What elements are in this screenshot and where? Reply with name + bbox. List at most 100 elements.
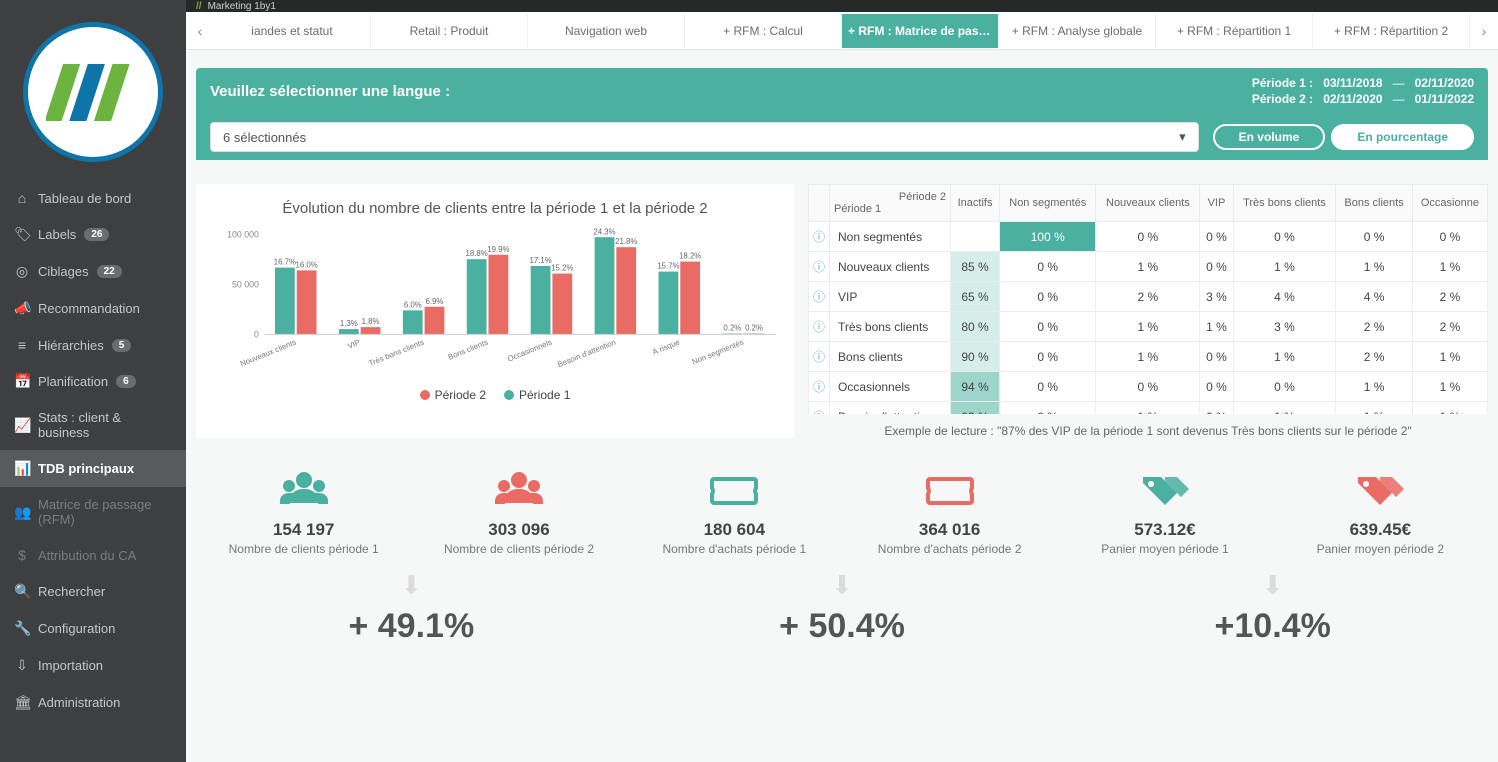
nav-label: Planification [38,374,108,389]
kpi-value: 154 197 [200,520,407,540]
svg-text:18.2%: 18.2% [679,252,701,261]
nav-label: Importation [38,658,103,673]
nav-icon: $ [14,547,30,563]
tab-6[interactable]: + RFM : Répartition 1 [1156,14,1313,48]
nav-icon: ⇩ [14,657,30,674]
svg-text:21.8%: 21.8% [615,237,637,246]
svg-text:Besoin d'attention: Besoin d'attention [556,338,617,370]
kpi-value: 573.12€ [1061,520,1268,540]
filter-bar: Veuillez sélectionner une langue : Pério… [196,68,1488,114]
toggle-percentage[interactable]: En pourcentage [1331,124,1474,150]
topbar: // Marketing 1by1 [186,0,1498,12]
info-icon[interactable]: ⓘ [809,342,830,372]
nav-icon: ◎ [14,263,30,280]
svg-text:Très bons clients: Très bons clients [367,338,425,368]
ticket-icon [631,468,838,514]
sidebar-item-10[interactable]: 🔍Rechercher [0,573,186,610]
svg-text:24.3%: 24.3% [593,227,615,236]
matrix-cell: 1 % [1336,372,1413,402]
matrix-cell: 2 % [1412,282,1487,312]
matrix-cell: 0 % [1233,372,1336,402]
users-icon [200,468,407,514]
nav-icon: 📈 [14,417,30,434]
svg-text:16.0%: 16.0% [296,260,318,269]
matrix-cell: 0 % [1000,312,1096,342]
matrix-cell: 2 % [1336,312,1413,342]
sidebar-item-12[interactable]: ⇩ Importation [0,647,186,684]
svg-text:À risque: À risque [651,338,681,357]
nav-icon: 📅 [14,373,30,390]
kpi-card-2: 180 604Nombre d'achats période 1 [627,462,842,562]
matrix-panel: Période 2Période 1InactifsNon segmentésN… [808,184,1488,438]
tab-0[interactable]: iandes et statut [214,14,371,48]
sidebar-item-6[interactable]: 📈 Stats : client & business [0,400,186,450]
info-icon[interactable]: ⓘ [809,282,830,312]
info-icon[interactable]: ⓘ [809,312,830,342]
matrix-row-header: VIP [830,282,951,312]
info-icon[interactable]: ⓘ [809,402,830,414]
sidebar-item-2[interactable]: ◎Ciblages22 [0,253,186,290]
bar-chart: 050 000100 00016.7%16.0%Nouveaux clients… [206,227,784,377]
matrix-cell: 1 % [1233,402,1336,414]
matrix-cell: 0 % [1096,222,1200,252]
matrix-cell: 4 % [1336,282,1413,312]
sidebar-item-5[interactable]: 📅Planification6 [0,363,186,400]
tab-5[interactable]: + RFM : Analyse globale [999,14,1156,48]
sidebar: ⌂Tableau de bord🏷Labels26◎Ciblages22📣Rec… [0,0,186,762]
kpi-card-4: 573.12€Panier moyen période 1 [1057,462,1272,562]
tab-scroll-right[interactable]: › [1470,23,1498,39]
nav-label: Stats : client & business [38,410,172,440]
sidebar-item-0[interactable]: ⌂Tableau de bord [0,180,186,216]
matrix-table: Période 2Période 1InactifsNon segmentésN… [808,184,1488,414]
tab-strip: ‹ iandes et statutRetail : ProduitNaviga… [186,12,1498,50]
tab-2[interactable]: Navigation web [528,14,685,48]
tab-4[interactable]: + RFM : Matrice de passage [842,14,999,48]
kpi-value: 303 096 [415,520,622,540]
matrix-row-header: Bons clients [830,342,951,372]
tab-1[interactable]: Retail : Produit [371,14,528,48]
matrix-cell: 0 % [1000,402,1096,414]
sidebar-item-4[interactable]: ≡Hiérarchies5 [0,327,186,363]
matrix-cell: 1 % [1336,252,1413,282]
arrow-down-icon: ⬇ [196,570,627,601]
info-icon[interactable]: ⓘ [809,372,830,402]
chart-panel: Évolution du nombre de clients entre la … [196,184,794,438]
sidebar-item-11[interactable]: 🔧Configuration [0,610,186,647]
tab-3[interactable]: + RFM : Calcul [685,14,842,48]
sidebar-item-9: $Attribution du CA [0,537,186,573]
toggle-volume[interactable]: En volume [1213,124,1326,150]
matrix-cell: 1 % [1200,312,1233,342]
matrix-cell [950,222,999,252]
svg-text:15.7%: 15.7% [657,262,679,271]
tags-icon [1061,468,1268,514]
matrix-cell: 0 % [1000,282,1096,312]
matrix-cell: 1 % [1096,312,1200,342]
info-icon[interactable]: ⓘ [809,252,830,282]
kpi-label: Nombre de clients période 1 [200,542,407,556]
kpi-card-5: 639.45€Panier moyen période 2 [1273,462,1488,562]
nav-icon: 🏷 [14,226,30,243]
sidebar-item-1[interactable]: 🏷Labels26 [0,216,186,253]
svg-text:VIP: VIP [346,338,361,351]
svg-text:16.7%: 16.7% [274,258,296,267]
language-selector[interactable]: 6 sélectionnés ▾ [210,122,1199,152]
nav-icon: 🔧 [14,620,30,637]
svg-text:15.2%: 15.2% [551,264,573,273]
sidebar-item-3[interactable]: 📣Recommandation [0,290,186,327]
ticket-icon [846,468,1053,514]
nav-label: Rechercher [38,584,105,599]
chart-title: Évolution du nombre de clients entre la … [206,200,784,217]
sidebar-item-7[interactable]: 📊TDB principaux [0,450,186,487]
tab-7[interactable]: + RFM : Répartition 2 [1313,14,1470,48]
sidebar-item-13[interactable]: 🏛Administration [0,684,186,721]
nav-label: Ciblages [38,264,89,279]
svg-text:50 000: 50 000 [232,279,259,289]
svg-text:1.3%: 1.3% [340,319,358,328]
matrix-cell: 0 % [1336,222,1413,252]
svg-text:Bons clients: Bons clients [447,338,490,362]
matrix-cell: 0 % [1200,402,1233,414]
nav-icon: 🏛 [14,694,30,711]
info-icon[interactable]: ⓘ [809,222,830,252]
tab-scroll-left[interactable]: ‹ [186,23,214,39]
svg-text:6.0%: 6.0% [404,300,422,309]
